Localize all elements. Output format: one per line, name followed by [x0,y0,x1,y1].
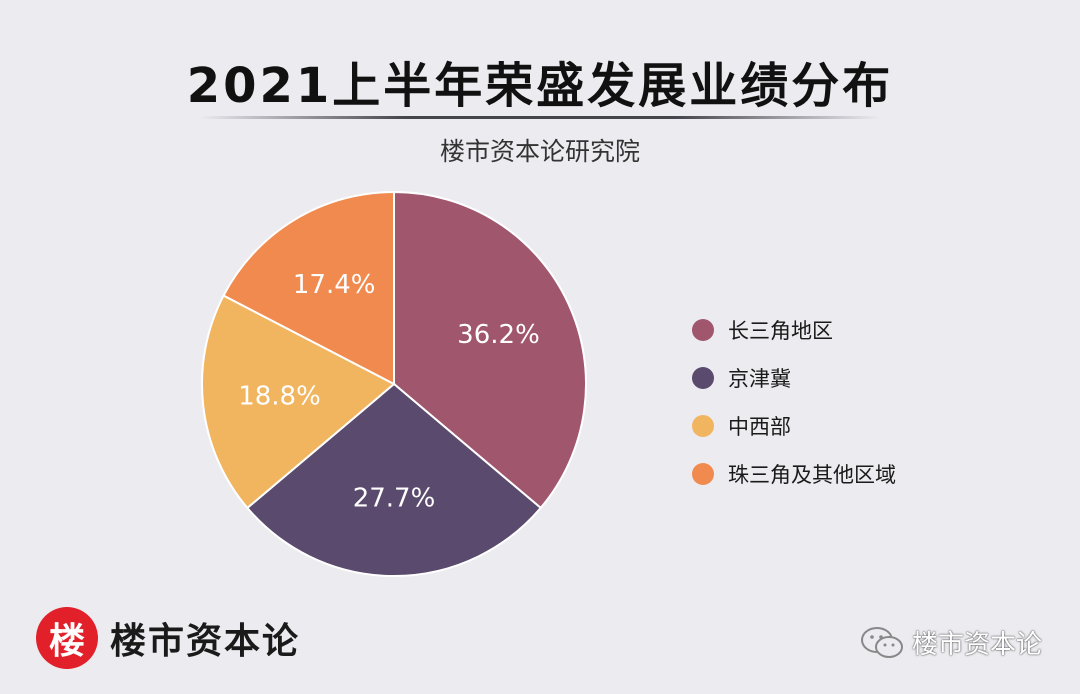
legend-label: 珠三角及其他区域 [728,463,896,487]
pie-data-label-4: 17.4% [293,270,376,300]
pie-data-label-2: 27.7% [353,484,436,514]
chart-title: 2021上半年荣盛发展业绩分布 [186,58,894,114]
legend-item-2: 京津冀 [692,354,992,402]
pie-slice-4 [222,190,395,386]
pie-data-label-1: 36.2% [457,320,540,350]
pie-slice-1 [393,190,587,510]
legend-label: 京津冀 [728,367,791,391]
pie-data-label-3: 18.8% [238,381,321,411]
wechat-icon [861,626,903,658]
legend-swatch [692,415,714,437]
logo-text: 楼市资本论 [110,620,301,662]
legend-item-3: 中西部 [692,402,992,450]
legend-swatch [692,367,714,389]
legend-swatch [692,463,714,485]
legend-label: 中西部 [728,415,791,439]
legend-item-4: 珠三角及其他区域 [692,450,992,498]
wechat-watermark: 楼市资本论 [860,624,1042,661]
brand-logo: 楼 楼市资本论 [36,607,300,669]
chart-legend: 长三角地区 京津冀 中西部 珠三角及其他区域 [692,306,992,498]
watermark-text: 楼市资本论 [912,630,1043,660]
legend-item-1: 长三角地区 [692,306,992,354]
logo-mark: 楼 [36,607,98,669]
legend-swatch [692,319,714,341]
pie-slice-3 [201,294,396,510]
chart-subtitle: 楼市资本论研究院 [439,137,640,166]
title-divider [200,116,880,119]
pie-slice-2 [245,382,543,577]
pie-chart: 36.2% 27.7% 18.8% 17.4% [201,190,587,577]
legend-label: 长三角地区 [728,319,833,343]
